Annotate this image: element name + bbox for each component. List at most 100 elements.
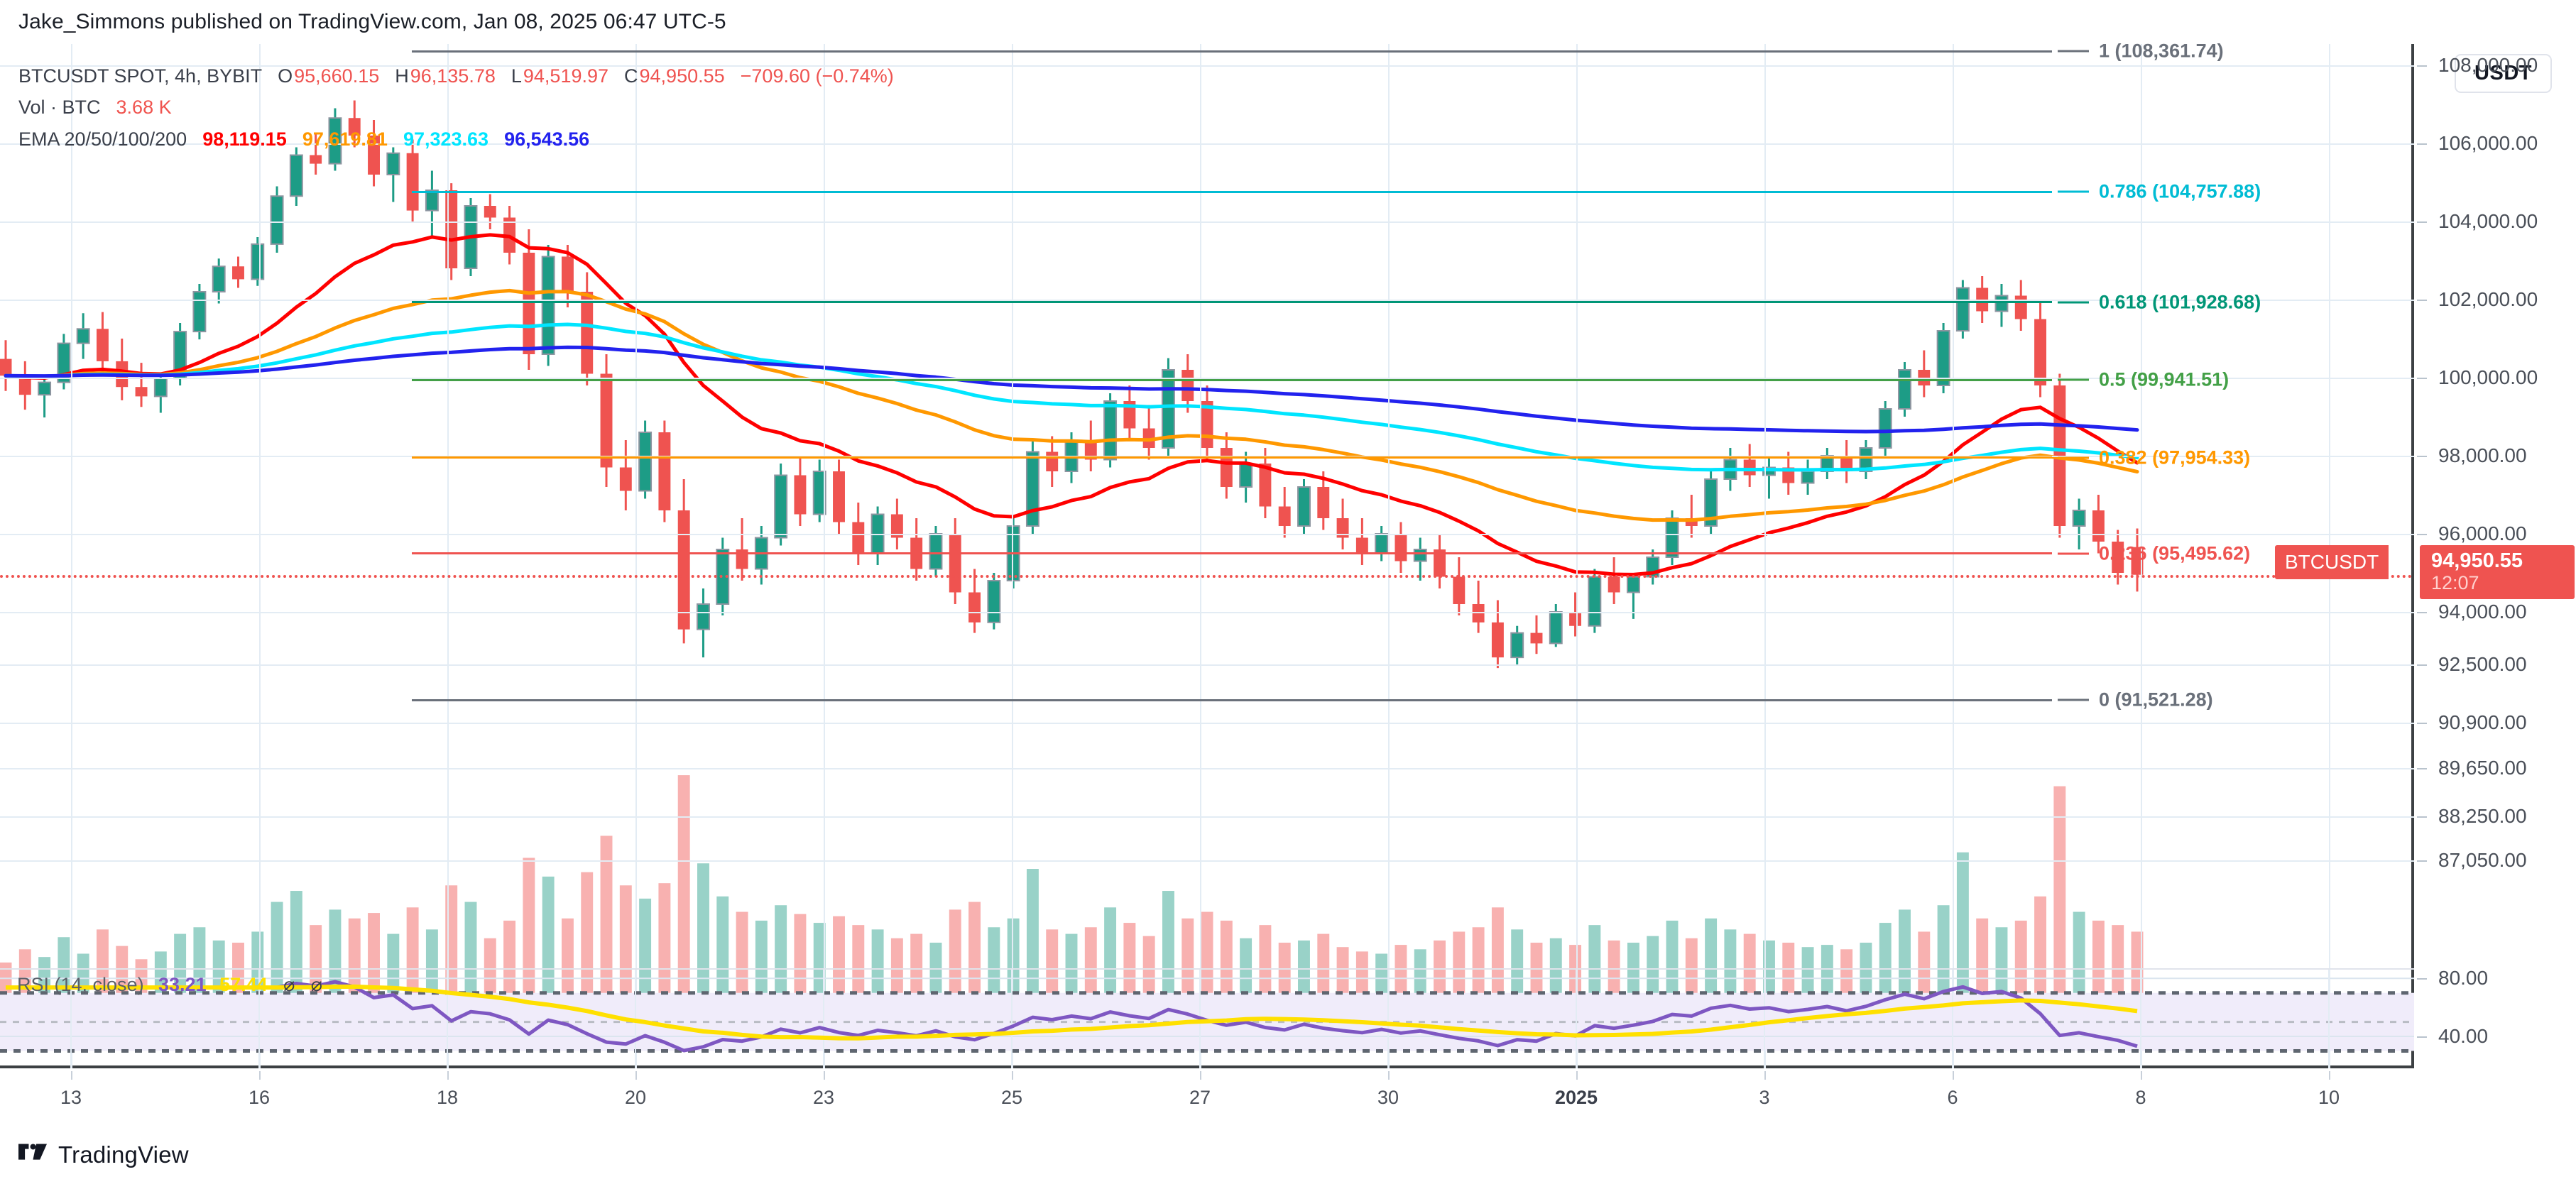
rsi-axis-tick-mark	[2417, 978, 2427, 980]
legend-low-key: L	[511, 65, 522, 87]
volume-bars	[0, 775, 2144, 1007]
legend-ema20-value: 98,119.15	[202, 128, 287, 150]
time-axis-tick-mark	[2329, 1071, 2330, 1080]
time-axis-tick: 18	[436, 1087, 459, 1108]
tradingview-mark-icon	[18, 1144, 47, 1160]
publisher-credit: Jake_Simmons published on TradingView.co…	[18, 10, 726, 33]
time-axis-tick-mark	[1012, 1071, 1013, 1080]
legend-symbol-label[interactable]: BTCUSDT SPOT, 4h, BYBIT	[18, 65, 263, 87]
legend-volume-label[interactable]: Vol · BTC	[18, 97, 101, 119]
fib-level-line-0_236[interactable]	[412, 552, 2052, 555]
fib-level-line-0_786[interactable]	[412, 190, 2052, 193]
time-axis-tick: 27	[1189, 1087, 1211, 1108]
time-axis-tick: 25	[1000, 1087, 1023, 1108]
price-axis-tick: 88,250.00	[2438, 805, 2527, 827]
legend-low-value: 94,519.97	[523, 65, 609, 87]
price-axis-tick: 108,000.00	[2438, 54, 2538, 76]
candlesticks	[0, 100, 2144, 669]
fib-level-label-0_618[interactable]: 0.618 (101,928.68)	[2099, 291, 2261, 313]
fib-level-line-0[interactable]	[412, 698, 2052, 701]
time-axis-tick-mark	[2141, 1071, 2142, 1080]
vertical-gridline	[1953, 44, 1954, 1068]
last-price-tag[interactable]: 94,950.55 12:07	[2420, 544, 2575, 600]
fib-level-line-0_382[interactable]	[412, 456, 2052, 459]
vertical-gridline	[1012, 44, 1013, 1068]
price-axis-tick: 92,500.00	[2438, 653, 2527, 675]
fib-level-label-0_382[interactable]: 0.382 (97,954.33)	[2099, 446, 2251, 468]
price-axis-tick-mark	[2417, 456, 2427, 457]
rsi-legend[interactable]: RSI (14, close) 33.21 57.44 ⌀ ⌀	[17, 974, 322, 996]
fib-label-dash-0_382	[2058, 456, 2089, 459]
time-axis-tick-mark	[1200, 1071, 1201, 1080]
rsi-axis-tick-mark	[2417, 1036, 2427, 1039]
price-axis-tick: 96,000.00	[2438, 522, 2527, 544]
time-axis-tick-mark	[1576, 1071, 1578, 1080]
chart-plot-area[interactable]: 1 (108,361.74) 0.786 (104,757.88) 0.618 (1…	[0, 40, 2414, 1068]
price-axis-tick: 106,000.00	[2438, 132, 2538, 154]
legend-change-value: −709.60 (−0.74%)	[740, 65, 894, 87]
fib-level-line-1[interactable]	[412, 50, 2052, 53]
rsi-empty-slot-2: ⌀	[310, 974, 323, 995]
vertical-gridline	[259, 44, 261, 1068]
fib-level-label-0_236[interactable]: 0.236 (95,495.62)	[2099, 542, 2251, 564]
legend-volume-value: 3.68 K	[116, 97, 172, 119]
horizontal-gridline	[0, 723, 2414, 724]
price-axis-tick-mark	[2417, 723, 2427, 724]
time-axis-tick: 20	[624, 1087, 647, 1108]
price-axis-tick: 87,050.00	[2438, 849, 2527, 871]
last-price-countdown: 12:07	[2431, 572, 2479, 594]
fib-label-dash-0_618	[2058, 301, 2089, 304]
rsi-indicator-pane[interactable]	[0, 968, 2414, 1068]
price-axis-tick: 100,000.00	[2438, 366, 2538, 388]
horizontal-gridline	[0, 860, 2414, 862]
legend-open-value: 95,660.15	[294, 65, 380, 87]
horizontal-gridline	[0, 143, 2414, 145]
fib-label-dash-0	[2058, 698, 2089, 701]
currency-unit-badge[interactable]: USDT	[2455, 54, 2552, 93]
rsi-empty-slot-1: ⌀	[283, 974, 295, 995]
legend-close-value: 94,950.55	[639, 65, 725, 87]
legend-ema100-value: 97,323.63	[403, 128, 489, 150]
vertical-gridline	[1576, 44, 1578, 1068]
footer-bar: TradingView	[0, 1126, 2576, 1189]
legend-close-key: C	[624, 65, 638, 87]
horizontal-gridline	[0, 612, 2414, 613]
time-axis[interactable]: 13 16 18 20 23 25 27 30 2025 3 6 8 10	[0, 1071, 2414, 1122]
ema-200-line	[4, 345, 2139, 434]
price-axis-tick-mark	[2417, 221, 2427, 223]
vertical-gridline	[824, 44, 825, 1068]
fib-level-label-1[interactable]: 1 (108,361.74)	[2099, 40, 2224, 62]
chart-legend[interactable]: BTCUSDT SPOT, 4h, BYBIT O 95,660.15 H 96…	[18, 62, 894, 153]
price-axis-tick: 94,000.00	[2438, 601, 2527, 623]
tradingview-wordmark: TradingView	[58, 1141, 189, 1168]
fib-level-label-0_5[interactable]: 0.5 (99,941.51)	[2099, 368, 2230, 390]
legend-ema50-value: 97,619.81	[302, 128, 388, 150]
fib-label-dash-1	[2058, 50, 2089, 53]
time-axis-tick-mark	[447, 1071, 449, 1080]
rsi-title[interactable]: RSI (14, close)	[17, 974, 144, 995]
tradingview-logo[interactable]: TradingView	[18, 1141, 189, 1168]
price-axis-tick-mark	[2417, 816, 2427, 818]
price-axis-tick-mark	[2417, 534, 2427, 535]
time-axis-tick-mark	[635, 1071, 637, 1080]
price-tag-symbol-label: BTCUSDT	[2275, 544, 2389, 579]
price-axis-tick: 89,650.00	[2438, 757, 2527, 779]
legend-ema-label[interactable]: EMA 20/50/100/200	[18, 128, 187, 150]
price-axis-tick-mark	[2417, 860, 2427, 862]
vertical-gridline	[1764, 44, 1766, 1068]
price-axis-tick-mark	[2417, 65, 2427, 67]
time-axis-tick-mark	[1764, 1071, 1766, 1080]
fib-level-label-0[interactable]: 0 (91,521.28)	[2099, 689, 2213, 711]
fib-level-line-0_5[interactable]	[412, 378, 2052, 381]
fib-level-label-0_786[interactable]: 0.786 (104,757.88)	[2099, 180, 2261, 202]
rsi-value: 33.21	[158, 974, 207, 995]
vertical-gridline	[71, 44, 72, 1068]
vertical-gridline	[2141, 44, 2142, 1068]
horizontal-gridline	[0, 65, 2414, 67]
horizontal-gridline	[0, 664, 2414, 666]
price-axis[interactable]: USDT 108,000.00 106,000.00 104,000.00 102,0…	[2417, 44, 2576, 1068]
legend-ohlc-row: BTCUSDT SPOT, 4h, BYBIT O 95,660.15 H 96…	[18, 62, 894, 89]
price-axis-tick: 98,000.00	[2438, 444, 2527, 466]
fib-level-line-0_618[interactable]	[412, 301, 2052, 304]
horizontal-gridline	[0, 534, 2414, 535]
